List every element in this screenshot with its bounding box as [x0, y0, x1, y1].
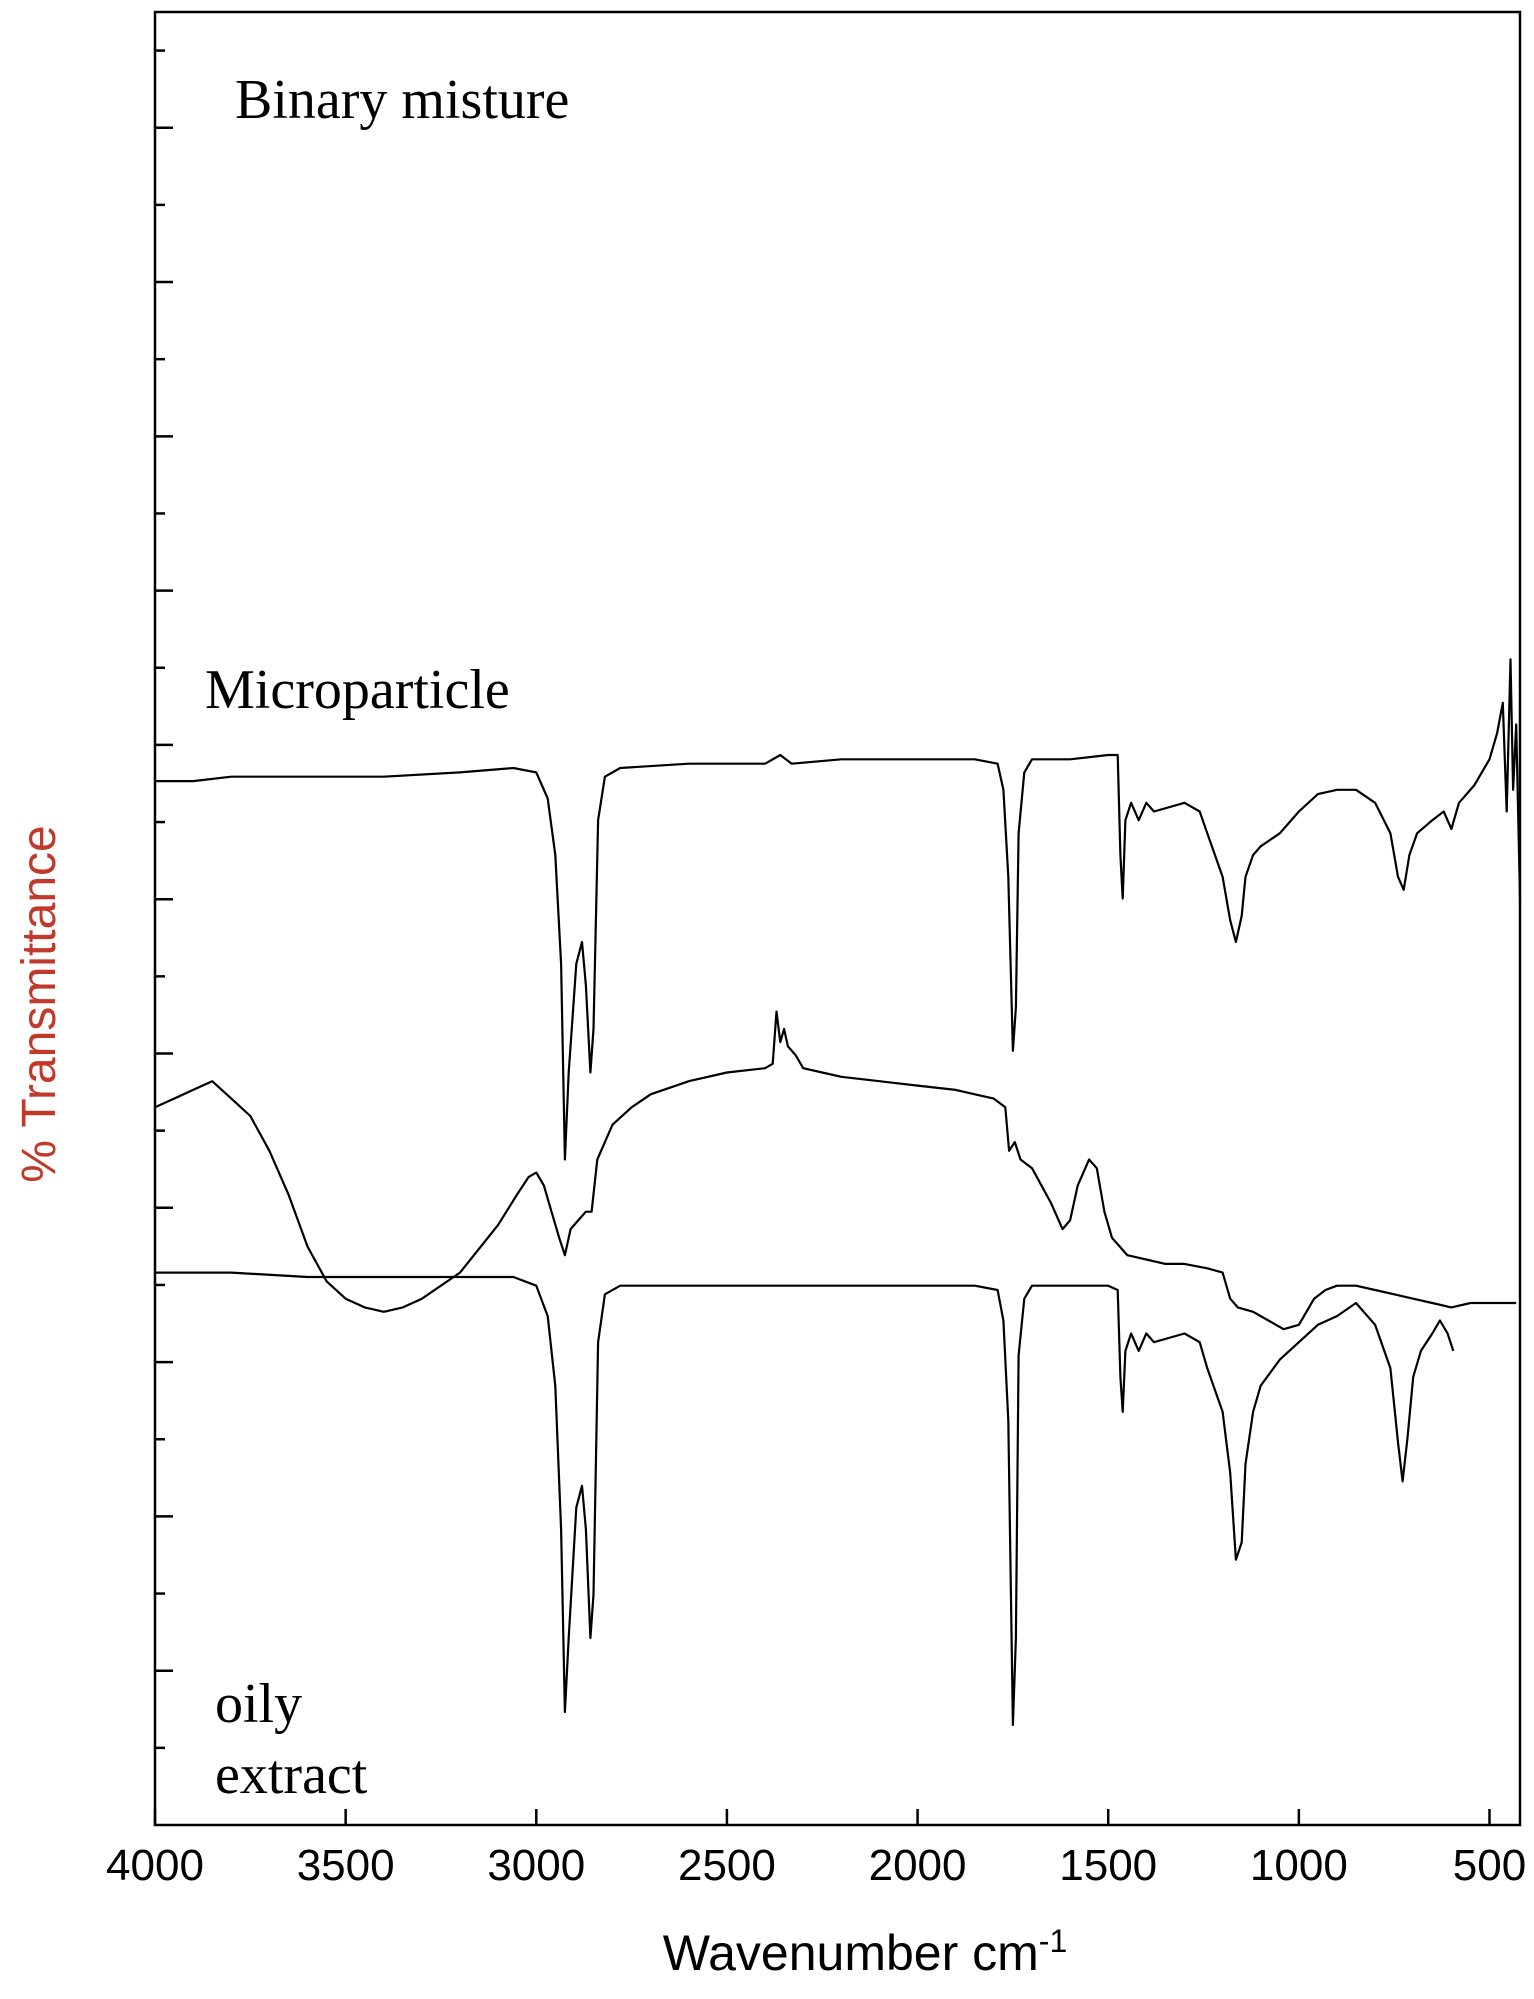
series-line-microparticle — [154, 1010, 1517, 1331]
x-tick-label: 3000 — [487, 1841, 585, 1890]
x-tick-label: 2500 — [678, 1841, 776, 1890]
series-line-oily-extract — [155, 1271, 1455, 1727]
x-tick-label: 1500 — [1059, 1841, 1157, 1890]
series-line-binary-misture — [155, 658, 1522, 1161]
y-axis-label: % Transmittance — [13, 825, 66, 1182]
x-tick-label: 3500 — [297, 1841, 395, 1890]
x-axis-label: Wavenumber cm-1 — [663, 1923, 1067, 1981]
x-axis-label-superscript: -1 — [1039, 1923, 1067, 1959]
x-tick-label: 4000 — [106, 1841, 204, 1890]
plot-frame — [153, 10, 1522, 1827]
x-tick-label: 2000 — [869, 1841, 967, 1890]
x-tick-label: 500 — [1453, 1841, 1526, 1890]
annotation-oily: oily — [215, 1673, 302, 1735]
annotation-microparticle: Microparticle — [205, 659, 510, 721]
x-axis-label-text: Wavenumber cm — [663, 1925, 1039, 1981]
annotation-binary-misture: Binary misture — [235, 69, 569, 131]
x-tick-label: 1000 — [1250, 1841, 1348, 1890]
annotation-extract: extract — [215, 1744, 368, 1806]
